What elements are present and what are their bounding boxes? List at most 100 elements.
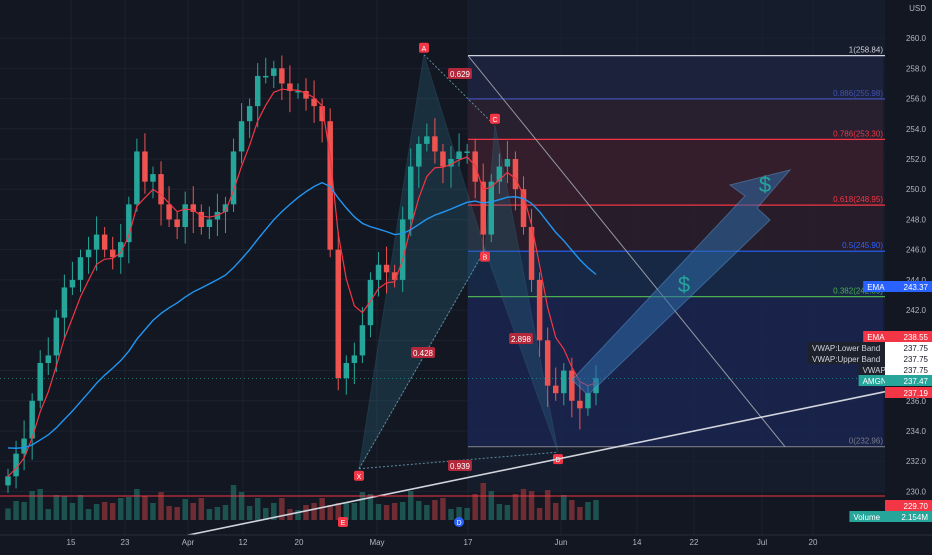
price-tag-name: VWAP:Lower Band <box>812 344 880 353</box>
candle-body <box>448 159 454 167</box>
volume-bar <box>351 503 358 520</box>
ema-slow-line <box>7 181 597 449</box>
candle-body <box>118 242 124 258</box>
price-tag-value-bg <box>885 342 932 353</box>
candle-body <box>303 91 309 99</box>
price-tick-label: 242.0 <box>906 306 927 315</box>
candle-body <box>480 181 486 235</box>
trendline <box>139 390 886 546</box>
candle-body <box>351 355 358 363</box>
candle-body <box>263 75 269 78</box>
candle-body <box>375 264 382 280</box>
volume-bar <box>569 500 575 520</box>
volume-bar <box>61 496 68 520</box>
candle-body <box>69 279 76 288</box>
price-tag-name: AMGN <box>863 377 887 386</box>
time-tick-label: Jul <box>757 538 767 547</box>
volume-bar <box>45 509 52 520</box>
volume-bar <box>142 496 148 520</box>
price-tick-label: 246.0 <box>906 246 927 255</box>
dollar-annotation: $ <box>759 172 771 197</box>
time-axis-bg <box>0 535 932 550</box>
harmonic-ratio-label: 0.428 <box>413 349 434 358</box>
time-tick-label: 22 <box>690 538 699 547</box>
price-tag-value: 237.75 <box>904 366 929 375</box>
candle-body <box>21 438 27 454</box>
price-tag-value: 237.47 <box>904 377 929 386</box>
candle-body <box>109 249 116 258</box>
volume-bar <box>311 503 317 520</box>
candle-body <box>174 219 180 228</box>
price-tick-label: 256.0 <box>906 95 927 104</box>
price-tag-name-bg <box>808 342 885 353</box>
volume-bar <box>93 504 100 520</box>
volume-bar <box>182 499 188 520</box>
candle-body <box>464 151 470 153</box>
event-marker-label: D <box>456 520 461 527</box>
candle-body <box>569 370 575 401</box>
candle-body <box>399 219 406 280</box>
price-tag-name: EMA <box>867 283 885 292</box>
price-tag-value: 237.75 <box>904 344 929 353</box>
time-tick-label: Jun <box>555 538 568 547</box>
harmonic-point-label: D <box>555 457 560 464</box>
price-tag-value-bg <box>885 353 932 364</box>
volume-bar <box>214 507 221 520</box>
price-tag-name: VWAP <box>863 366 886 375</box>
volume-bar <box>367 494 374 520</box>
fib-level-label: 0.786(253.30) <box>833 129 883 138</box>
time-tick-label: Apr <box>182 538 195 547</box>
candle-body <box>93 234 100 250</box>
fib-level-label: 1(258.84) <box>849 46 884 55</box>
volume-bar <box>158 492 164 520</box>
candle-body <box>287 83 293 92</box>
volume-bar <box>174 507 180 520</box>
candle-body <box>552 385 559 394</box>
candle-body <box>424 136 430 144</box>
harmonic-point-marker <box>490 113 500 124</box>
fib-zone <box>468 139 883 206</box>
candle-body <box>544 340 551 386</box>
volume-bar <box>206 509 213 520</box>
volume-bar <box>222 505 229 520</box>
volume-bar <box>593 500 599 520</box>
candle-body <box>432 136 438 152</box>
volume-bar <box>424 505 430 520</box>
candle-body <box>150 174 156 182</box>
harmonic-point-marker <box>354 470 364 481</box>
candle-body <box>238 121 245 152</box>
candle-body <box>311 98 317 107</box>
candle-body <box>29 400 35 439</box>
price-tag-value: 243.37 <box>904 283 929 292</box>
price-tick-label: 232.0 <box>906 457 927 466</box>
volume-bar <box>520 489 527 520</box>
candle-body <box>198 211 205 228</box>
time-tick-label: 17 <box>464 538 473 547</box>
price-tag-name-bg <box>858 364 885 375</box>
candle-body <box>512 159 519 190</box>
volume-bar <box>295 510 301 520</box>
price-tag-value: 229.70 <box>904 502 929 511</box>
candle-body <box>134 151 140 205</box>
volume-bar <box>190 503 196 520</box>
price-tag-value-bg <box>885 331 932 342</box>
candle-body <box>230 151 237 205</box>
candle-body <box>254 75 261 107</box>
volume-bar <box>13 501 19 520</box>
candle-body <box>271 68 277 76</box>
volume-bar <box>263 508 269 520</box>
time-tick-label: 20 <box>809 538 818 547</box>
price-tag-name: EMA <box>867 333 885 342</box>
candle-body <box>343 362 350 379</box>
price-tick-label: 250.0 <box>906 185 927 194</box>
harmonic-ratio-box <box>448 68 472 79</box>
volume-bar <box>126 497 132 520</box>
candle-body <box>77 257 84 280</box>
volume-bar <box>279 498 285 520</box>
volume-bar <box>271 503 277 520</box>
volume-bar <box>383 505 390 520</box>
volume-bar <box>29 491 35 520</box>
